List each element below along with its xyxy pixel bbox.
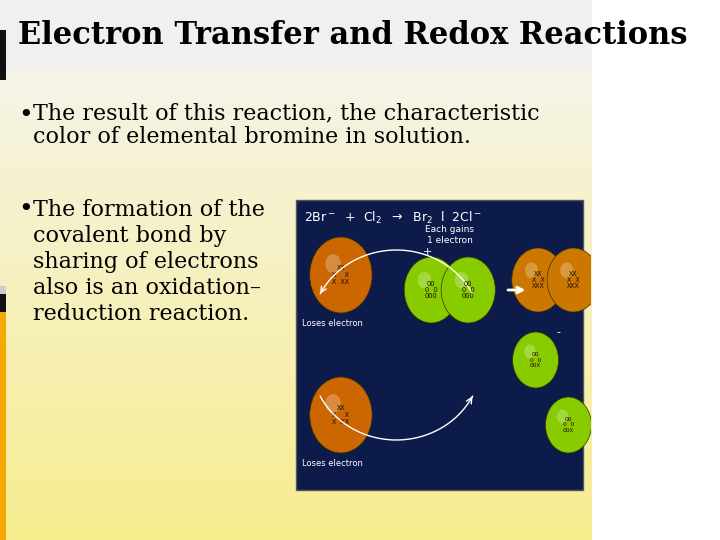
Text: Loses electron: Loses electron — [302, 319, 363, 327]
Text: covalent bond by: covalent bond by — [33, 225, 226, 247]
Circle shape — [441, 257, 495, 323]
Text: OO
O O
OOO: OO O O OOO — [425, 280, 438, 300]
Text: XX
X X
XXX: XX X X XXX — [531, 271, 544, 289]
Text: +: + — [423, 247, 432, 257]
Text: XX
X  X
X XX: XX X X X XX — [333, 406, 349, 424]
Circle shape — [524, 345, 536, 359]
FancyBboxPatch shape — [0, 294, 6, 312]
FancyBboxPatch shape — [0, 30, 6, 80]
Text: color of elemental bromine in solution.: color of elemental bromine in solution. — [33, 126, 471, 148]
Circle shape — [310, 237, 372, 313]
FancyBboxPatch shape — [0, 0, 591, 70]
Text: •: • — [18, 104, 33, 126]
Text: -: - — [366, 240, 369, 250]
Circle shape — [557, 410, 569, 423]
Circle shape — [325, 254, 341, 273]
Text: also is an oxidation–: also is an oxidation– — [33, 277, 261, 299]
FancyBboxPatch shape — [0, 286, 6, 294]
Text: •: • — [18, 199, 33, 221]
Circle shape — [525, 262, 538, 279]
Circle shape — [325, 394, 341, 413]
Circle shape — [310, 377, 372, 453]
Text: $\mathregular{2Br^-}$  +  $\mathregular{Cl_2}$  $\rightarrow$  $\mathregular{Br_: $\mathregular{2Br^-}$ + $\mathregular{Cl… — [304, 210, 482, 226]
Text: The formation of the: The formation of the — [33, 199, 265, 221]
Text: The result of this reaction, the characteristic: The result of this reaction, the charact… — [33, 102, 539, 124]
Text: -: - — [366, 380, 369, 390]
Text: -: - — [590, 392, 593, 402]
Circle shape — [512, 248, 564, 312]
Circle shape — [418, 272, 431, 288]
Circle shape — [454, 272, 468, 288]
Text: OO
O O
OOO: OO O O OOO — [462, 280, 474, 300]
Text: XX
X X
XXX: XX X X XXX — [567, 271, 580, 289]
Text: OO
O O
OOX: OO O O OOX — [530, 352, 541, 368]
Text: Electron Transfer and Redox Reactions: Electron Transfer and Redox Reactions — [18, 19, 688, 51]
Text: sharing of electrons: sharing of electrons — [33, 251, 258, 273]
Text: -: - — [557, 327, 561, 337]
Circle shape — [547, 248, 600, 312]
FancyBboxPatch shape — [0, 310, 6, 540]
Circle shape — [546, 397, 591, 453]
Text: reduction reaction.: reduction reaction. — [33, 303, 249, 325]
Circle shape — [404, 257, 459, 323]
Text: OO
O O
OOX: OO O O OOX — [563, 417, 574, 433]
Circle shape — [560, 262, 573, 279]
FancyBboxPatch shape — [296, 200, 583, 490]
Text: XX
X  X
X XX: XX X X X XX — [333, 266, 349, 285]
Text: Loses electron: Loses electron — [302, 458, 363, 468]
Circle shape — [513, 332, 559, 388]
Text: Each gains
1 electron: Each gains 1 electron — [426, 225, 474, 245]
